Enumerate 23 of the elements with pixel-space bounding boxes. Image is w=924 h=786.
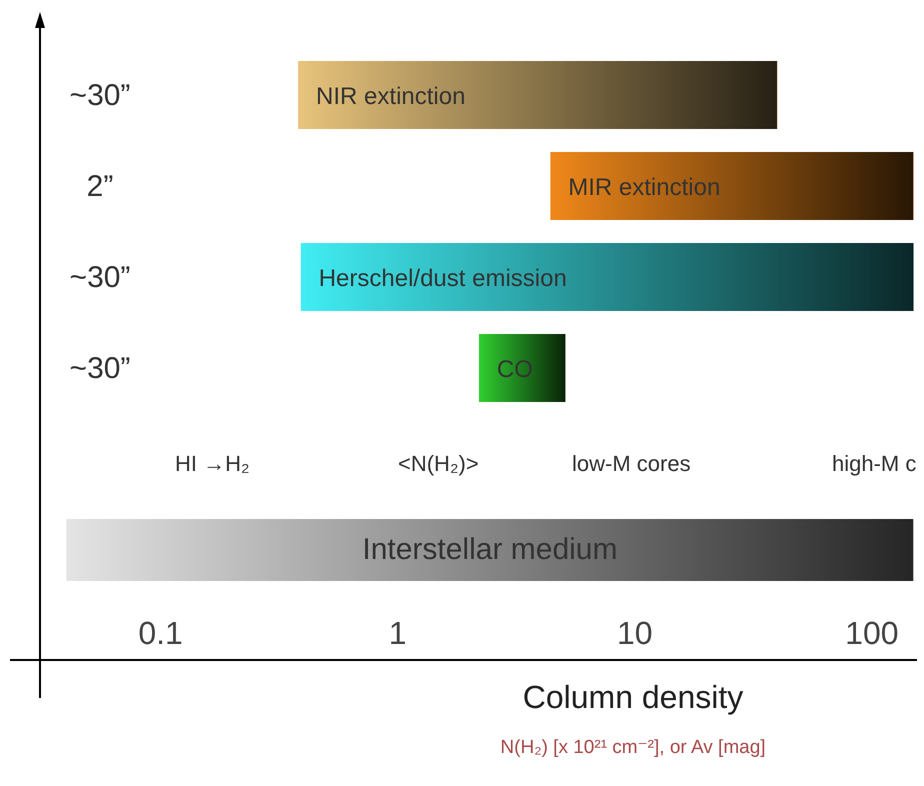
annotation: CO	[496, 356, 533, 383]
x-axis-title: Column density	[522, 679, 744, 715]
annotation: low-M cores	[572, 451, 691, 476]
bar	[298, 61, 778, 129]
annotation: <N(H₂)>	[398, 451, 479, 476]
x-tick-label: 10	[616, 615, 653, 651]
y-tick-label: 2”	[86, 170, 114, 203]
y-tick-label: ~30”	[70, 261, 130, 294]
bar	[550, 152, 914, 220]
annotation: MIR extinction	[568, 174, 720, 201]
annotation: high-M c	[832, 451, 916, 476]
annotation: HI →H₂	[175, 451, 250, 476]
y-tick-label: ~30”	[70, 352, 130, 385]
x-tick-label: 0.1	[138, 615, 183, 651]
text: N(H₂) [x 10²¹ cm⁻²], or Av [mag]	[500, 737, 766, 758]
bar	[478, 334, 566, 402]
annotation: Herschel/dust emission	[318, 265, 567, 292]
x-tick-label: 100	[845, 615, 899, 651]
annotation: Interstellar medium	[362, 533, 618, 566]
annotation: NIR extinction	[316, 83, 466, 110]
bar	[300, 243, 914, 311]
y-tick-label: ~30”	[70, 79, 130, 112]
x-tick-label: 1	[388, 615, 407, 651]
